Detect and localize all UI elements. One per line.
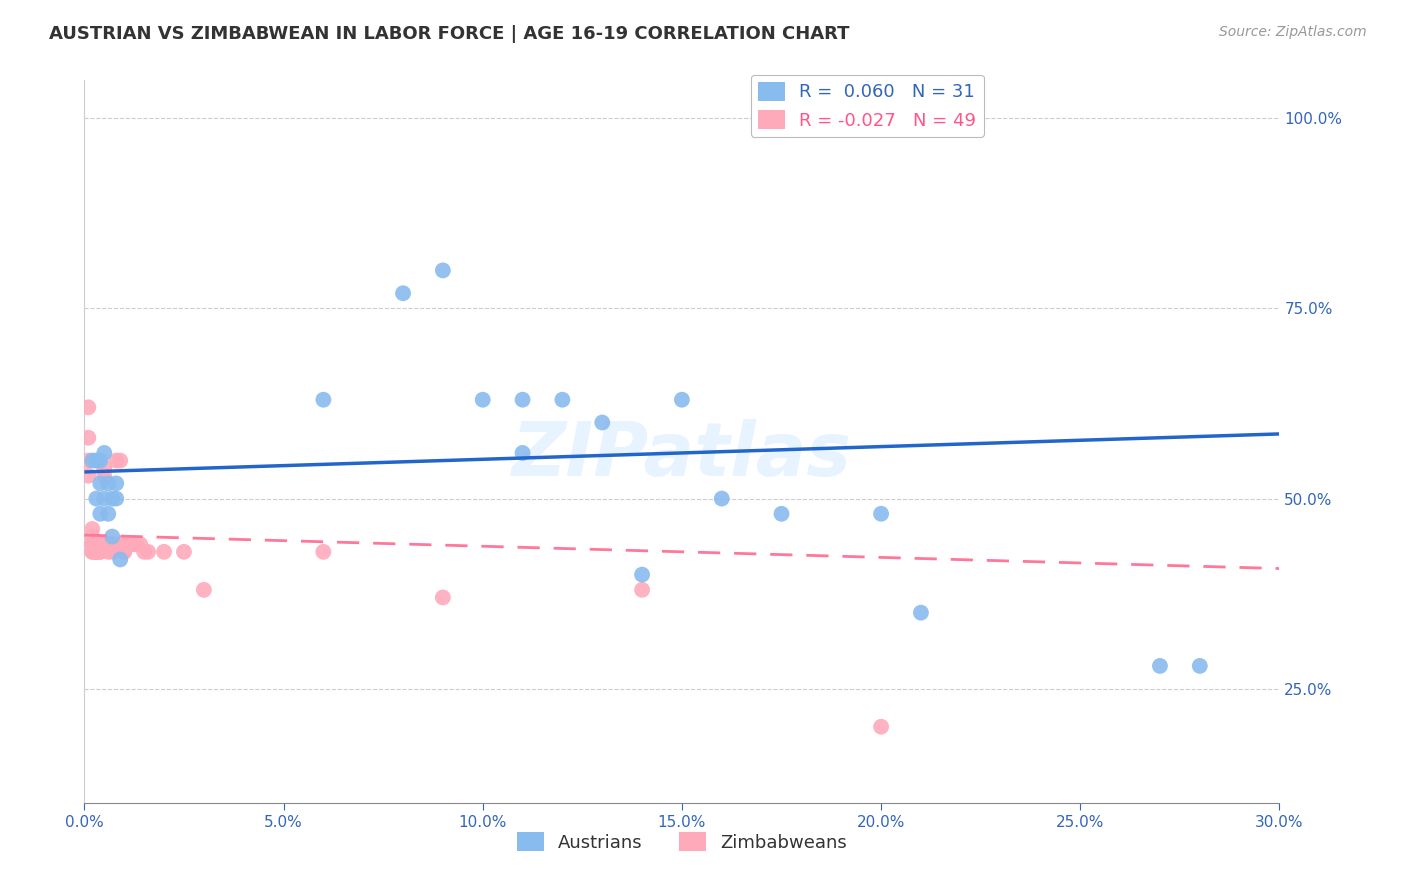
Point (101, 530, 124, 544)
Text: AUSTRIAN VS ZIMBABWEAN IN LABOR FORCE | AGE 16-19 CORRELATION CHART: AUSTRIAN VS ZIMBABWEAN IN LABOR FORCE | … (49, 25, 849, 43)
Point (432, 591, 454, 605)
Point (121, 537, 143, 551)
Point (93, 468, 115, 483)
Point (173, 545, 195, 559)
Text: ZIPatlas: ZIPatlas (512, 419, 852, 492)
Point (89, 507, 111, 521)
Point (93, 446, 115, 460)
Point (82, 522, 104, 536)
Point (86, 545, 108, 559)
Point (89, 537, 111, 551)
Point (86, 491, 108, 506)
Point (82, 545, 104, 559)
Point (82, 537, 104, 551)
Point (591, 416, 613, 430)
Point (86, 537, 108, 551)
Point (77, 401, 100, 415)
Point (312, 545, 335, 559)
Point (312, 392, 335, 407)
Point (77, 453, 100, 467)
Point (86, 545, 108, 559)
Point (392, 286, 415, 301)
Point (93, 491, 115, 506)
Point (117, 537, 139, 551)
Point (89, 545, 111, 559)
Point (671, 392, 693, 407)
Point (870, 507, 893, 521)
Point (512, 446, 534, 460)
Point (710, 491, 733, 506)
Point (551, 392, 574, 407)
Point (110, 453, 132, 467)
Point (89, 453, 111, 467)
Point (105, 476, 128, 491)
Point (471, 392, 494, 407)
Point (432, 263, 454, 277)
Point (86, 453, 108, 467)
Point (125, 537, 148, 551)
Point (129, 537, 152, 551)
Point (97, 545, 120, 559)
Point (93, 461, 115, 475)
Point (89, 476, 111, 491)
Point (105, 491, 128, 506)
Point (86, 545, 108, 559)
Point (1149, 659, 1171, 673)
Legend: Austrians, Zimbabweans: Austrians, Zimbabweans (509, 825, 855, 859)
Point (86, 537, 108, 551)
Point (86, 545, 108, 559)
Point (97, 476, 120, 491)
Point (97, 507, 120, 521)
Point (770, 507, 793, 521)
Point (97, 537, 120, 551)
Point (86, 545, 108, 559)
Point (89, 545, 111, 559)
Point (910, 606, 932, 620)
Point (112, 545, 135, 559)
Point (82, 545, 104, 559)
Point (110, 537, 132, 551)
Point (110, 552, 132, 566)
Point (112, 537, 135, 551)
Point (631, 567, 654, 582)
Point (631, 582, 654, 597)
Point (193, 582, 215, 597)
Point (132, 545, 156, 559)
Point (512, 392, 534, 407)
Point (82, 537, 104, 551)
Point (136, 545, 159, 559)
Point (101, 537, 124, 551)
Point (105, 453, 128, 467)
Point (112, 545, 135, 559)
Text: Source: ZipAtlas.com: Source: ZipAtlas.com (1219, 25, 1367, 39)
Point (1188, 659, 1211, 673)
Point (82, 453, 104, 467)
Point (89, 537, 111, 551)
Point (77, 431, 100, 445)
Point (77, 468, 100, 483)
Point (93, 537, 115, 551)
Point (870, 720, 893, 734)
Point (86, 537, 108, 551)
Point (101, 545, 124, 559)
Point (82, 530, 104, 544)
Point (101, 491, 124, 506)
Point (153, 545, 176, 559)
Point (89, 537, 111, 551)
